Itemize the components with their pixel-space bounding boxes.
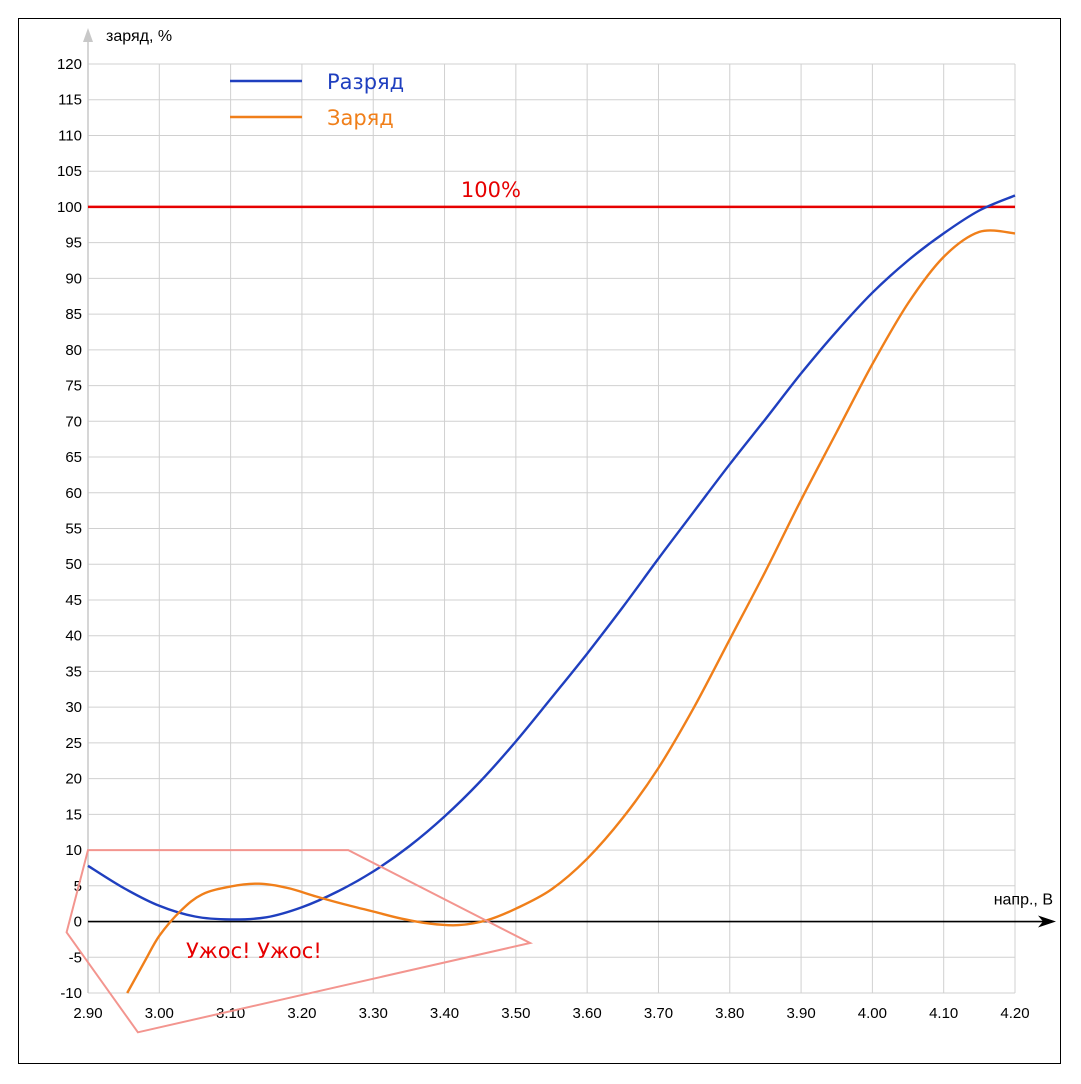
y-tick-label: 50 [65,556,82,573]
x-tick-label: 3.70 [644,1005,673,1022]
chart-frame [18,18,1061,1064]
y-tick-label: 65 [65,449,82,466]
grid [87,63,1016,994]
y-tick-label: 0 [74,914,82,931]
y-tick-labels: 1201151101051009590858075706560555045403… [57,56,82,1002]
y-tick-label: 110 [58,127,82,144]
y-tick-label: 105 [57,163,82,180]
y-axis-title: заряд, % [106,28,172,45]
x-axis-arrow [1038,915,1056,928]
x-tick-label: 3.40 [430,1005,459,1022]
series-group [87,194,1016,994]
legend-label-1: Заряд [327,106,394,130]
y-tick-label: 35 [65,663,82,680]
y-tick-label: 45 [65,592,82,609]
legend-label-0: Разряд [327,70,404,94]
annotation-group: Ужос! Ужос! [65,849,534,1034]
x-axis-title: напр., В [994,892,1053,909]
x-tick-label: 3.80 [715,1005,744,1022]
reference-line-group: 100% [88,178,1015,209]
x-tick-label: 4.10 [929,1005,958,1022]
x-tick-label: 3.20 [287,1005,316,1022]
y-tick-label: 30 [65,699,82,716]
y-tick-label: 60 [65,485,82,502]
y-tick-label: 25 [65,735,82,752]
y-tick-label: 80 [65,342,82,359]
y-tick-label: 40 [65,628,82,645]
x-tick-label: 3.60 [573,1005,602,1022]
y-tick-label: 95 [65,235,82,252]
annotation-outline [65,849,534,1034]
y-tick-label: -10 [60,985,82,1002]
y-tick-label: 85 [65,306,82,323]
series-line-discharge [87,194,1016,921]
y-tick-label: 120 [57,56,82,73]
y-tick-label: 90 [65,270,82,287]
y-tick-label: -5 [69,949,82,966]
y-tick-label: 15 [65,806,82,823]
annotation-text: Ужос! Ужос! [186,939,322,963]
y-tick-label: 20 [65,771,82,788]
x-tick-label: 4.20 [1000,1005,1029,1022]
y-tick-label: 100 [57,199,82,216]
reference-line-label: 100% [461,178,521,202]
y-tick-label: 70 [65,413,82,430]
x-tick-label: 4.00 [858,1005,887,1022]
x-tick-label: 3.30 [359,1005,388,1022]
x-tick-label: 3.00 [145,1005,174,1022]
y-tick-label: 55 [65,521,82,538]
x-tick-label: 3.90 [786,1005,815,1022]
x-tick-label: 2.90 [73,1005,102,1022]
legend: Разряд Заряд [230,70,404,130]
axes: заряд, % напр., В [83,28,1056,993]
y-axis-arrow [83,28,93,42]
y-tick-label: 10 [65,842,82,859]
y-tick-label: 75 [65,378,82,395]
y-tick-label: 115 [58,92,82,109]
x-tick-label: 3.50 [501,1005,530,1022]
series-line-charge [126,229,1016,994]
x-tick-labels: 2.90 3.00 3.10 3.20 3.30 3.40 3.50 3.60 3.70 3.80… [73,1005,1029,1022]
